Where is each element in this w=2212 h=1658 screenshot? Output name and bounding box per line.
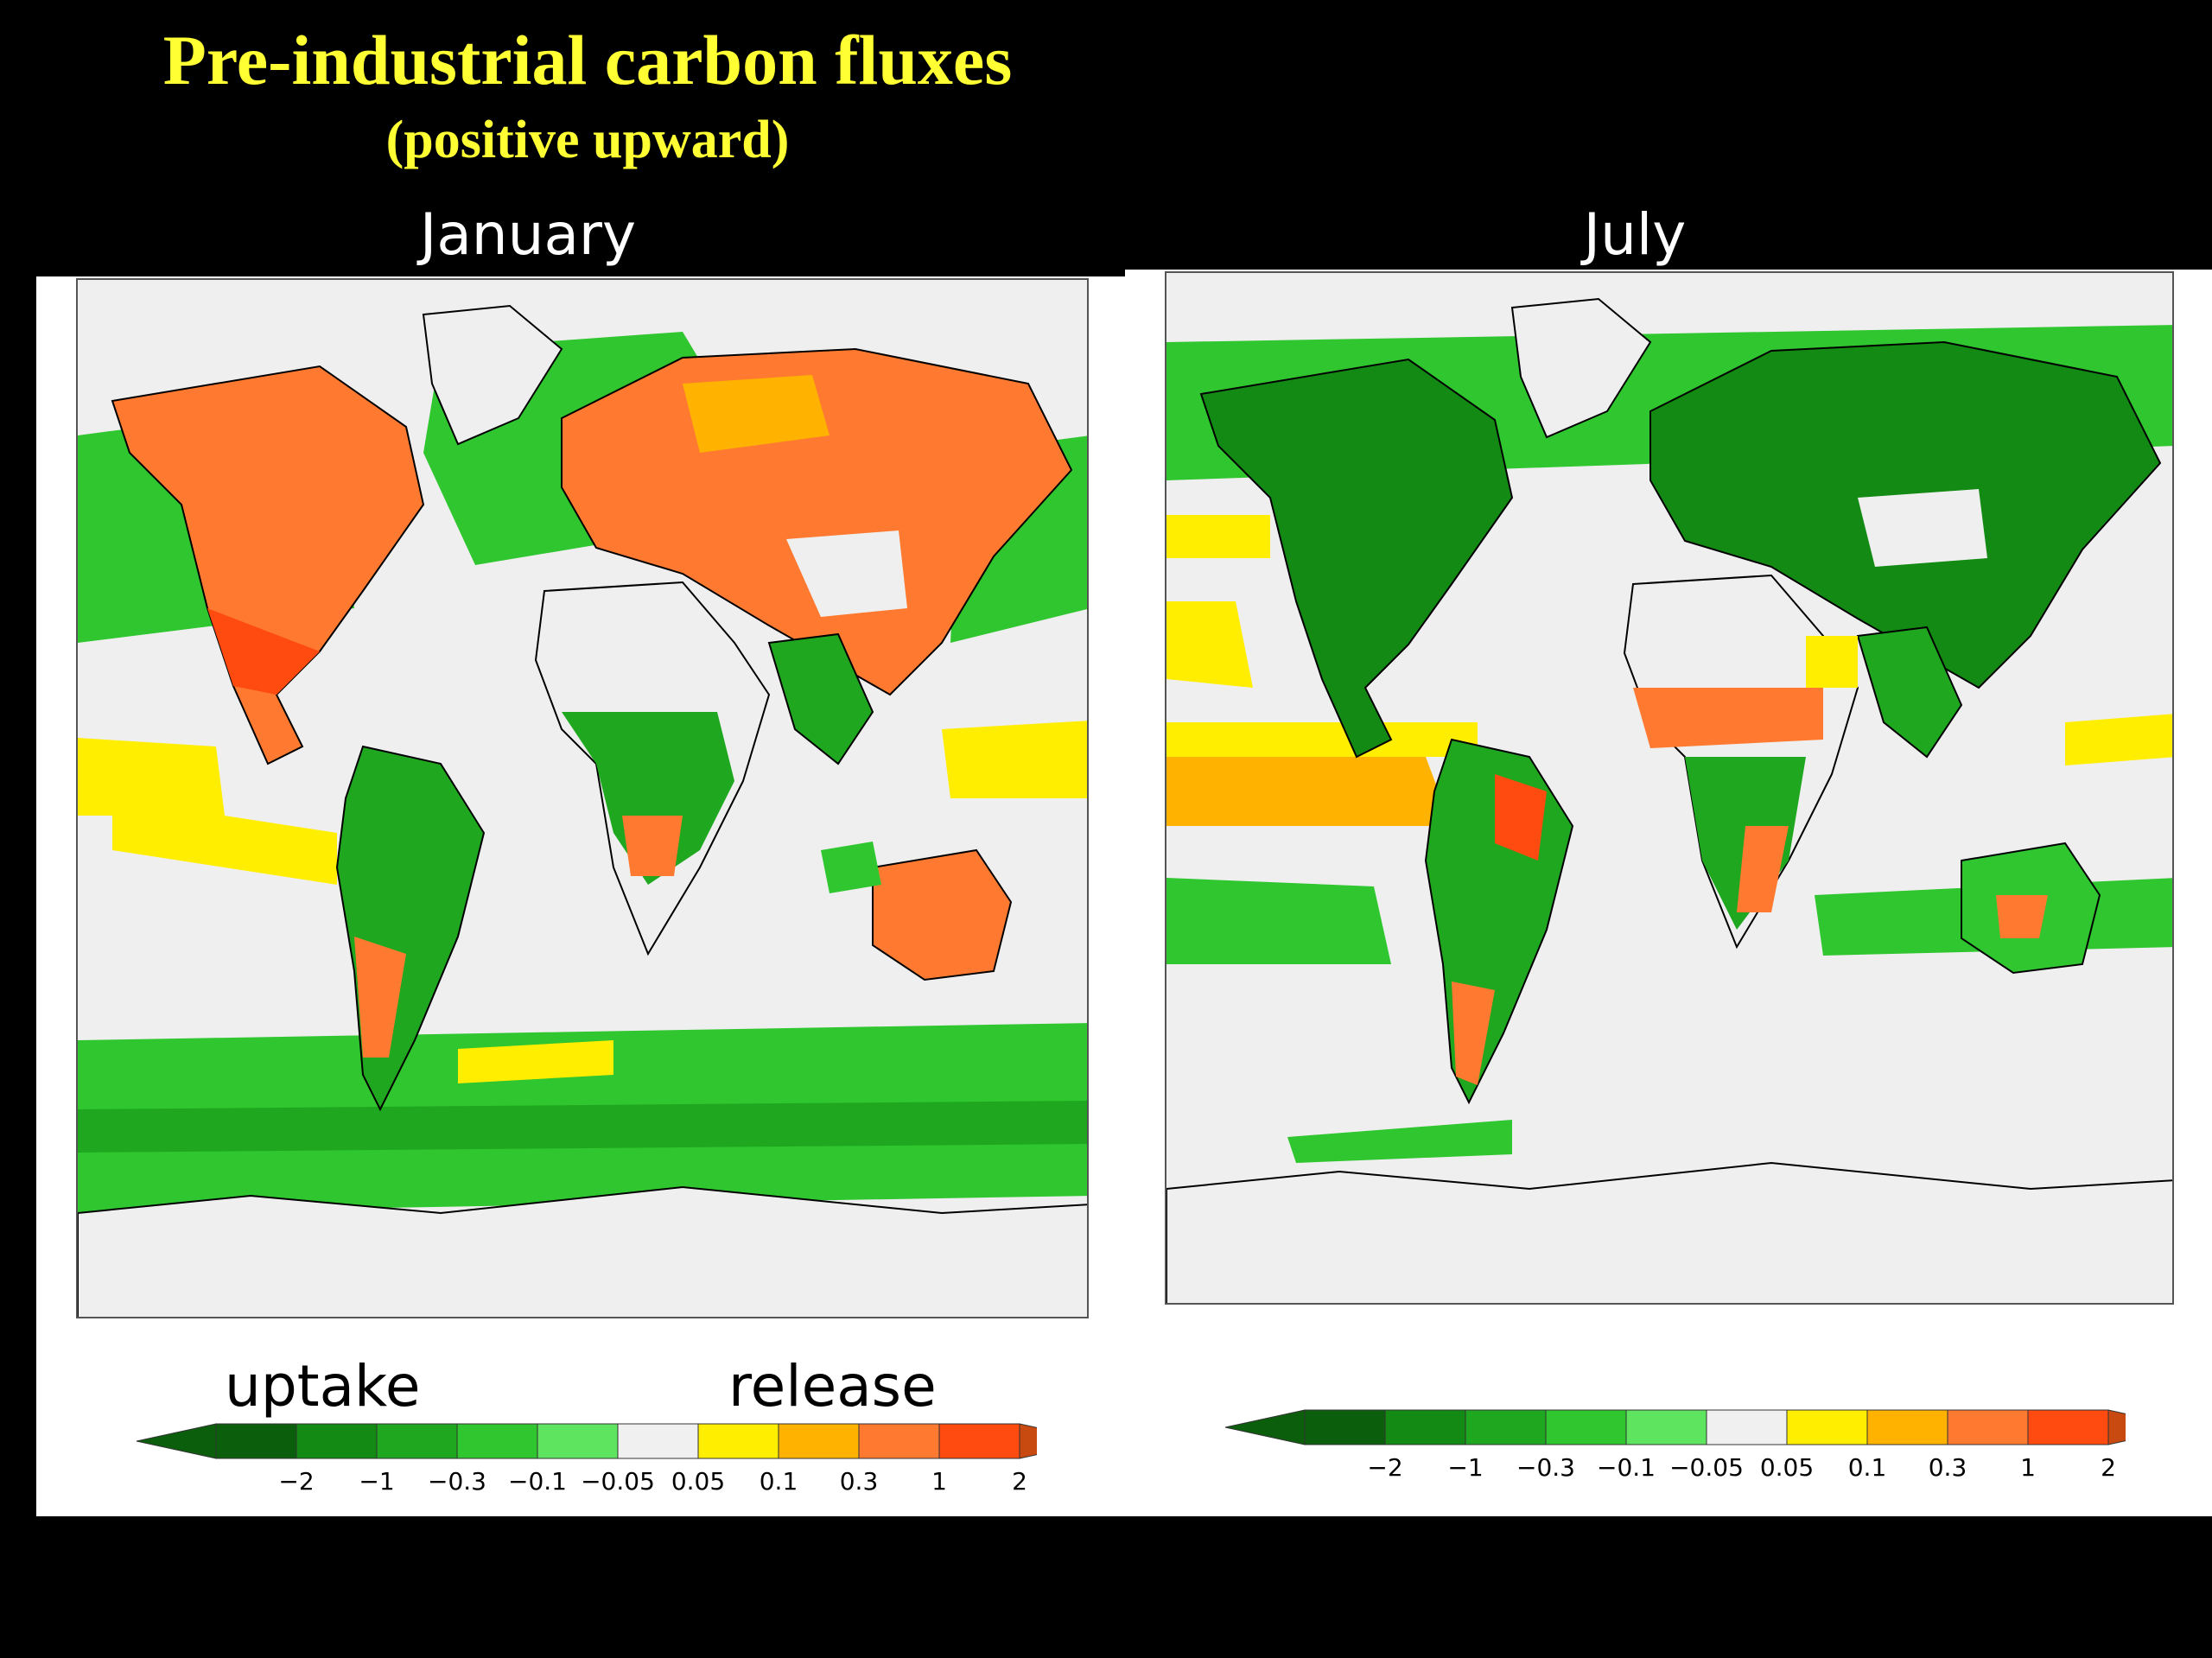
january-colorbar-segment bbox=[858, 1423, 940, 1459]
january-colorbar-segment bbox=[215, 1423, 297, 1459]
july-colorbar-tick-label: −2 bbox=[1367, 1453, 1402, 1482]
jan-tropical-pacific-band bbox=[112, 798, 337, 885]
jul-arabia-release bbox=[1806, 636, 1858, 688]
jan-siberia-release bbox=[683, 375, 830, 453]
january-colorbar-segment bbox=[938, 1423, 1020, 1459]
jul-south-asia bbox=[1856, 626, 1963, 759]
july-colorbar-segment bbox=[2027, 1409, 2109, 1445]
jan-antarctica bbox=[78, 1185, 1087, 1317]
january-colorbar: −2 −1 −0.3 −0.1 −0.05 0.05 0.1 0.3 1 2 bbox=[136, 1423, 1037, 1496]
legend-release-label: release bbox=[728, 1353, 937, 1420]
figure-subtitle: (positive upward) bbox=[385, 111, 790, 169]
july-colorbar-segment bbox=[1947, 1409, 2029, 1445]
january-colorbar-tick-label: −0.3 bbox=[428, 1467, 486, 1496]
legend-uptake-label: uptake bbox=[225, 1353, 421, 1420]
january-colorbar-tick-label: 1 bbox=[931, 1467, 947, 1496]
jul-tropical-pacific-release bbox=[1166, 757, 1452, 826]
jul-south-pacific-uptake bbox=[1166, 878, 1391, 964]
january-colorbar-segment bbox=[296, 1423, 378, 1459]
january-map-svg bbox=[78, 304, 1087, 1317]
jan-greenland bbox=[422, 304, 563, 446]
jul-north-pacific-release bbox=[1166, 515, 1270, 558]
jul-africa-southeast-release bbox=[1737, 826, 1789, 912]
july-colorbar-segment bbox=[1465, 1409, 1547, 1445]
january-colorbar-low-arrow bbox=[136, 1423, 217, 1459]
july-colorbar-segment bbox=[1304, 1409, 1386, 1445]
jan-indonesia-uptake bbox=[821, 842, 881, 893]
jan-africa-tropics-uptake bbox=[562, 712, 734, 885]
january-colorbar-tick-label: 0.05 bbox=[671, 1467, 725, 1496]
july-colorbar-segment bbox=[1866, 1409, 1948, 1445]
jul-sahel-release bbox=[1633, 688, 1823, 748]
july-colorbar-tick-label: 0.3 bbox=[1929, 1453, 1967, 1482]
jan-tropical-pacific-release bbox=[78, 738, 225, 816]
january-colorbar-tick-label: 0.1 bbox=[760, 1467, 798, 1496]
july-colorbar-tick-label: 0.05 bbox=[1760, 1453, 1814, 1482]
july-colorbar-segment bbox=[1384, 1409, 1466, 1445]
july-colorbar-tick-label: 1 bbox=[2020, 1453, 2036, 1482]
figure-title: Pre-industrial carbon fluxes bbox=[162, 21, 1013, 99]
jul-australia-release bbox=[1996, 895, 2048, 938]
january-colorbar-tick-label: 0.3 bbox=[840, 1467, 879, 1496]
january-colorbar-tick-label: −2 bbox=[278, 1467, 314, 1496]
january-colorbar-segment bbox=[456, 1423, 538, 1459]
january-colorbar-segment bbox=[617, 1423, 699, 1459]
jan-eurasia bbox=[561, 347, 1073, 696]
jan-central-asia-neutral bbox=[786, 530, 907, 617]
july-colorbar-low-arrow bbox=[1224, 1409, 1306, 1445]
january-colorbar-tick-label: −1 bbox=[359, 1467, 394, 1496]
jul-east-pacific-release bbox=[1166, 601, 1253, 688]
month-label-july: July bbox=[1583, 201, 1687, 268]
january-colorbar-tick-label: 2 bbox=[1012, 1467, 1027, 1496]
jan-africa-south-release bbox=[622, 816, 683, 876]
jan-west-pacific-release bbox=[942, 721, 1087, 798]
july-colorbar-tick-label: −1 bbox=[1447, 1453, 1483, 1482]
january-colorbar-segment bbox=[376, 1423, 458, 1459]
january-colorbar-segment bbox=[537, 1423, 619, 1459]
jan-australia bbox=[872, 848, 1013, 981]
jul-tropical-band bbox=[1166, 722, 1478, 757]
jul-central-asia-neutral bbox=[1858, 489, 1987, 567]
jul-greenland bbox=[1510, 297, 1652, 439]
jul-sa-east-release bbox=[1495, 774, 1547, 861]
july-colorbar-tick-label: 2 bbox=[2101, 1453, 2116, 1482]
january-colorbar-high-arrow bbox=[1019, 1423, 1037, 1459]
january-colorbar-segment bbox=[778, 1423, 860, 1459]
january-colorbar-segment bbox=[697, 1423, 779, 1459]
jul-sa-south-release bbox=[1452, 981, 1495, 1085]
jan-south-asia bbox=[767, 632, 874, 765]
july-colorbar-tick-label: −0.3 bbox=[1516, 1453, 1575, 1482]
july-colorbar-high-arrow bbox=[2107, 1409, 2126, 1445]
jul-antarctica bbox=[1166, 1161, 2172, 1303]
jan-southern-ocean-band bbox=[78, 1101, 1087, 1153]
jan-na-east-release bbox=[207, 608, 320, 695]
january-colorbar-tick-label: −0.1 bbox=[508, 1467, 567, 1496]
jul-west-pacific-release bbox=[2065, 714, 2172, 765]
july-colorbar-segment bbox=[1545, 1409, 1627, 1445]
january-colorbar-tick-label: −0.05 bbox=[581, 1467, 655, 1496]
month-label-january: January bbox=[419, 201, 637, 268]
july-colorbar: −2 −1 −0.3 −0.1 −0.05 0.05 0.1 0.3 1 2 bbox=[1224, 1409, 2126, 1482]
jan-sa-south-release bbox=[354, 937, 406, 1058]
july-colorbar-segment bbox=[1786, 1409, 1868, 1445]
jan-south-atlantic-release bbox=[458, 1040, 613, 1083]
jul-southern-ocean-band bbox=[1287, 1120, 1512, 1163]
july-colorbar-segment bbox=[1706, 1409, 1788, 1445]
july-map bbox=[1165, 271, 2174, 1305]
july-colorbar-tick-label: −0.1 bbox=[1597, 1453, 1656, 1482]
july-colorbar-segment bbox=[1625, 1409, 1707, 1445]
jan-north-america bbox=[111, 365, 425, 765]
july-colorbar-tick-label: 0.1 bbox=[1848, 1453, 1887, 1482]
january-map bbox=[76, 278, 1089, 1318]
july-colorbar-tick-label: −0.05 bbox=[1669, 1453, 1744, 1482]
july-map-svg bbox=[1166, 297, 2172, 1303]
jul-north-america bbox=[1199, 358, 1514, 759]
